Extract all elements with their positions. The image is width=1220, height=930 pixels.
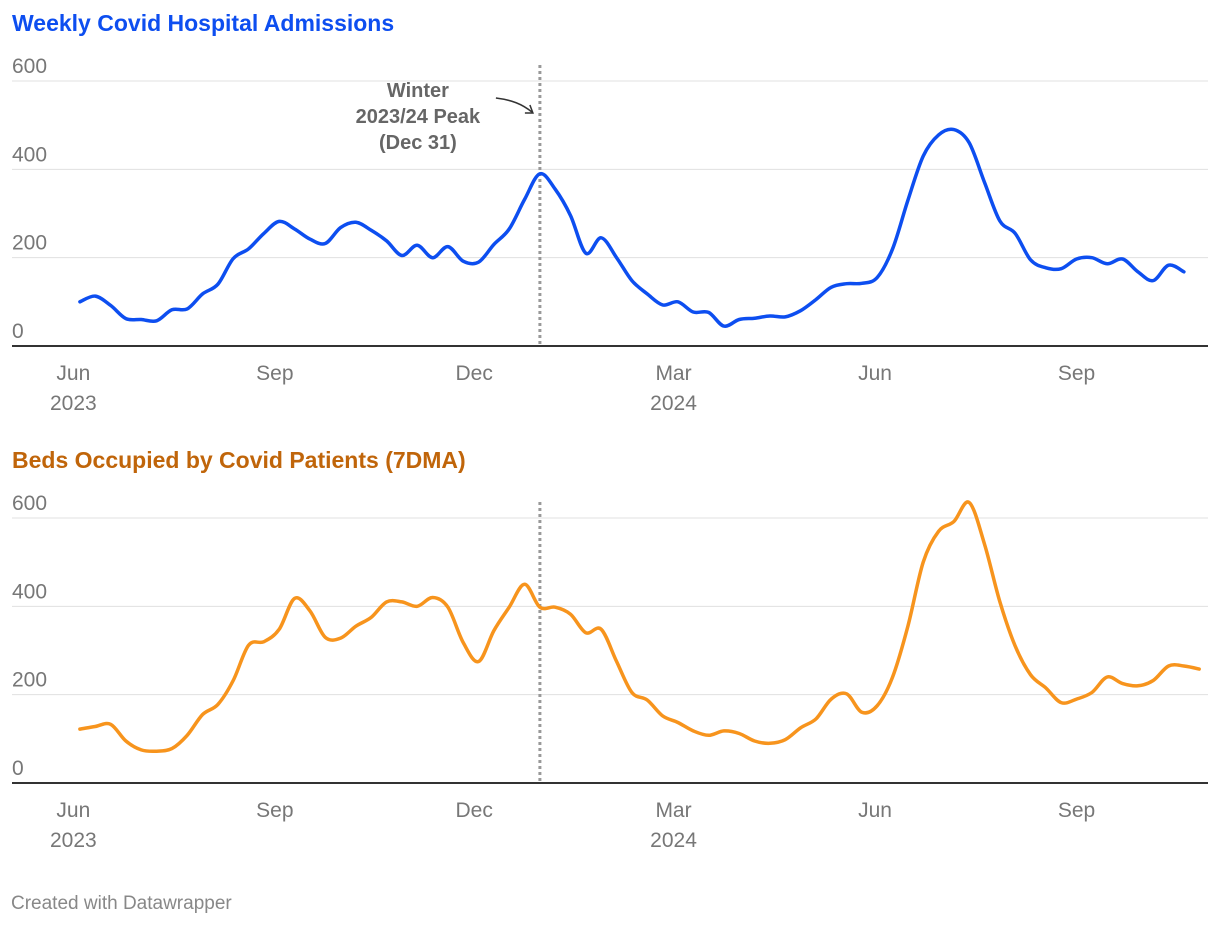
chart-title-beds: Beds Occupied by Covid Patients (7DMA): [12, 447, 466, 473]
chart-title-admissions: Weekly Covid Hospital Admissions: [12, 10, 395, 36]
y-tick-label: 600: [12, 492, 47, 515]
x-tick-label: Jun: [56, 362, 90, 385]
x-tick-label: Sep: [1058, 362, 1095, 385]
y-tick-label: 200: [12, 232, 47, 255]
x-tick-label: Jun: [858, 362, 892, 385]
x-tick-label: Mar: [655, 799, 691, 822]
series-line: [78, 127, 1186, 328]
x-tick-label: Sep: [1058, 799, 1095, 822]
x-tick-label: Sep: [256, 799, 293, 822]
x-tick-year: 2024: [650, 829, 697, 852]
x-tick-label: Dec: [456, 799, 493, 822]
annotation-arrowhead: [524, 104, 534, 114]
beds-chart: 0 200 400 600 Jun 2023 Sep Dec Mar 2024 Jun Sep: [12, 492, 1208, 852]
footer-credit: Created with Datawrapper: [11, 893, 232, 914]
peak-annotation-line: Winter: [387, 80, 449, 102]
x-tick-label: Jun: [858, 799, 892, 822]
peak-annotation-line: (Dec 31): [379, 132, 457, 154]
x-tick-label: Sep: [256, 362, 293, 385]
admissions-chart: 0 200 400 600 Jun 2023 Sep Dec Mar 2024 Jun Sep Wint…: [12, 55, 1208, 415]
y-tick-label: 600: [12, 55, 47, 78]
y-tick-label: 400: [12, 143, 47, 166]
x-tick-year: 2023: [50, 829, 97, 852]
peak-annotation-line: 2023/24 Peak: [356, 106, 481, 128]
y-tick-label: 0: [12, 757, 24, 780]
y-tick-label: 400: [12, 580, 47, 603]
annotation-arrow: [495, 97, 533, 113]
x-tick-label: Jun: [56, 799, 90, 822]
x-tick-year: 2024: [650, 392, 697, 415]
series-line: [78, 500, 1201, 754]
y-tick-label: 0: [12, 320, 24, 343]
x-tick-year: 2023: [50, 392, 97, 415]
x-tick-label: Mar: [655, 362, 691, 385]
x-tick-label: Dec: [456, 362, 493, 385]
y-tick-label: 200: [12, 669, 47, 692]
